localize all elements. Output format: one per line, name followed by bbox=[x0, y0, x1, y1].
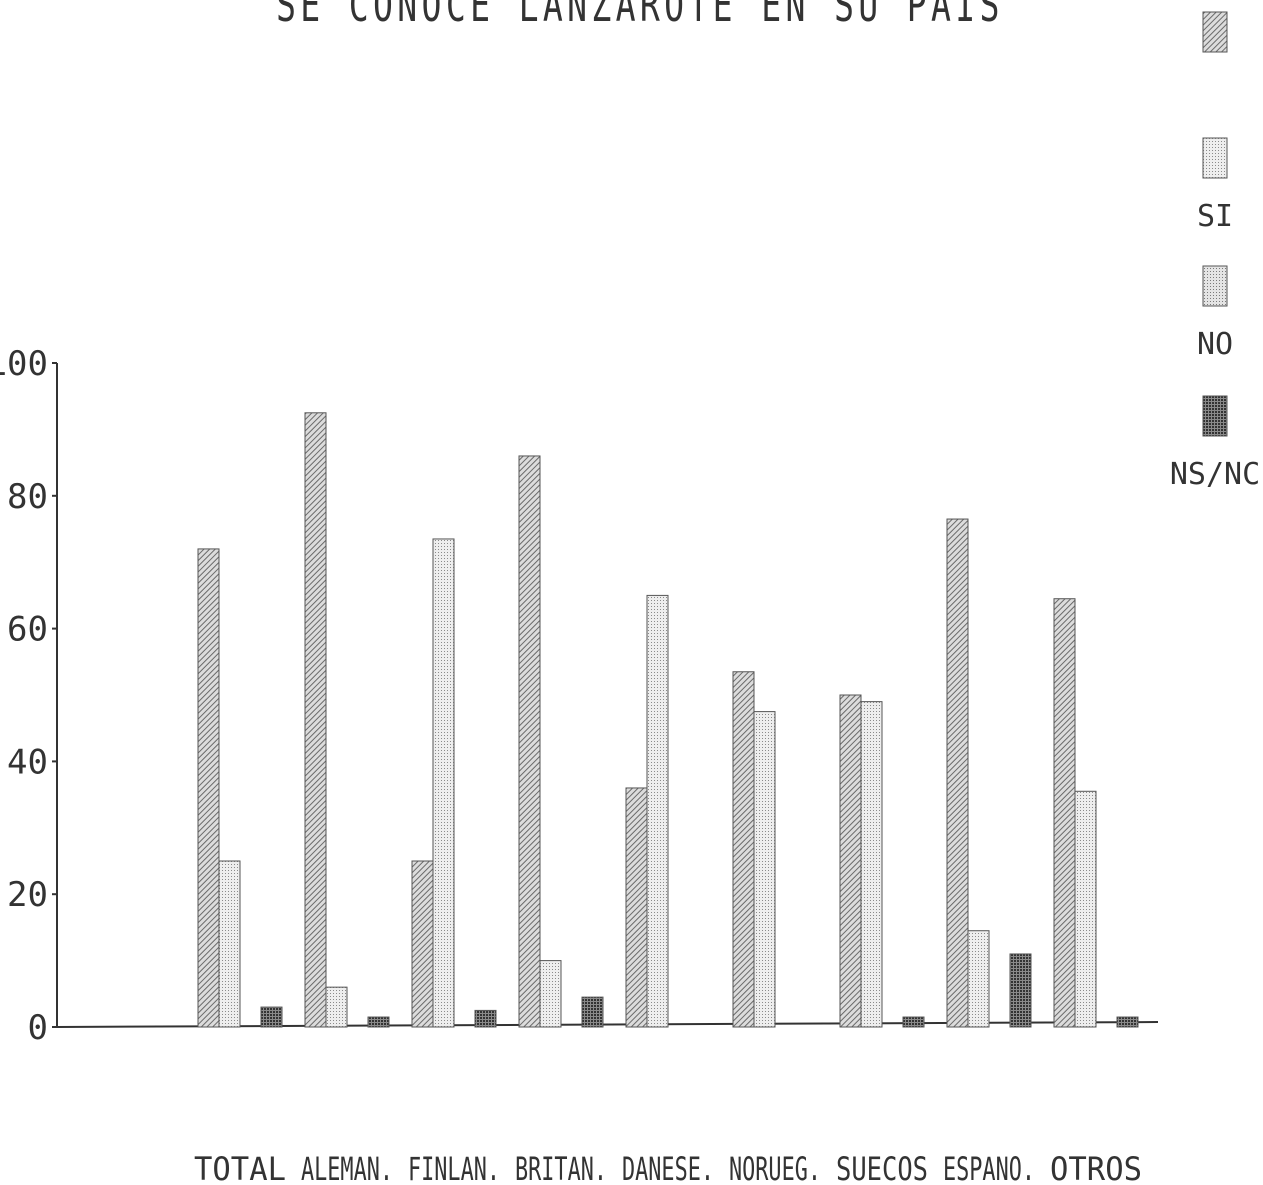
x-tick-label: NORUEG. bbox=[729, 1150, 821, 1185]
bar bbox=[946, 518, 969, 1028]
x-tick-label: ALEMAN. bbox=[301, 1150, 393, 1185]
bar bbox=[411, 860, 434, 1028]
axes: 0 20 40 60 80 100 bbox=[0, 344, 1159, 1048]
bar bbox=[902, 1016, 925, 1028]
x-tick-label: BRITAN. bbox=[515, 1150, 607, 1185]
x-tick-label: OTROS bbox=[1050, 1150, 1142, 1185]
y-tick-label: 100 bbox=[0, 344, 48, 384]
bar bbox=[260, 1006, 283, 1028]
legend-label: NS/NC bbox=[1170, 457, 1260, 492]
bar bbox=[304, 412, 327, 1028]
bar bbox=[581, 996, 604, 1028]
y-tick-label: 0 bbox=[28, 1008, 48, 1048]
bar bbox=[197, 548, 220, 1028]
bar bbox=[753, 711, 776, 1028]
bar bbox=[625, 787, 648, 1028]
bar bbox=[1116, 1016, 1139, 1028]
chart-title: SE CONOCE LANZAROTE EN SU PAIS bbox=[276, 0, 1004, 32]
legend-swatch bbox=[1202, 137, 1228, 179]
bar bbox=[1074, 790, 1097, 1028]
legend: SI NO NS/NC bbox=[1170, 11, 1260, 492]
x-tick-label: ESPANO. bbox=[943, 1150, 1035, 1185]
bar bbox=[367, 1016, 390, 1028]
bars: TOTAL ALEMAN. FINLAN. BRITAN. DANESE. NORUEG.… bbox=[194, 412, 1142, 1185]
bar bbox=[432, 538, 455, 1028]
y-tick-label: 20 bbox=[7, 875, 48, 915]
bar bbox=[218, 860, 241, 1028]
x-tick-label: DANESE. bbox=[622, 1150, 714, 1185]
y-tick-label: 60 bbox=[7, 610, 48, 650]
y-tick-label: 40 bbox=[7, 742, 48, 782]
bar bbox=[518, 455, 541, 1028]
bar bbox=[732, 671, 755, 1028]
bar bbox=[860, 701, 883, 1028]
legend-label: SI bbox=[1197, 199, 1233, 234]
legend-swatch bbox=[1202, 395, 1228, 437]
bar bbox=[325, 986, 348, 1028]
x-tick-label: TOTAL bbox=[194, 1150, 286, 1185]
bar bbox=[839, 694, 862, 1028]
legend-swatch bbox=[1202, 11, 1228, 53]
bar bbox=[646, 594, 669, 1028]
bar bbox=[967, 930, 990, 1028]
legend-swatch bbox=[1202, 265, 1228, 307]
bar bbox=[1053, 598, 1076, 1028]
y-tick-label: 80 bbox=[7, 477, 48, 517]
bar bbox=[539, 960, 562, 1028]
legend-label: NO bbox=[1197, 327, 1233, 362]
bar bbox=[1009, 953, 1032, 1028]
bar bbox=[474, 1009, 497, 1028]
x-tick-label: FINLAN. bbox=[408, 1150, 500, 1185]
x-tick-label: SUECOS bbox=[836, 1150, 928, 1185]
